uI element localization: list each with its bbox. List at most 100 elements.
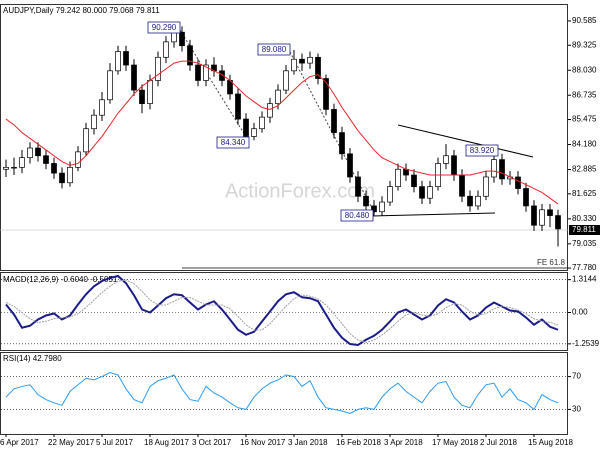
candle-body — [347, 153, 353, 178]
candle-body — [539, 209, 545, 226]
y-tick-label: 80.330 — [572, 214, 597, 223]
annotation: 89.080 — [262, 45, 287, 54]
x-tick-label: 6 Apr 2017 — [0, 438, 39, 447]
macd-title: MACD(12,26,9) -0.6040 -0.5051 — [3, 275, 118, 284]
candle-body — [427, 186, 433, 199]
y-tick-label: 0.00 — [572, 308, 588, 317]
candle-body — [291, 58, 297, 72]
candle-body — [307, 56, 313, 64]
candle-body — [35, 147, 41, 157]
candle-body — [155, 56, 161, 81]
candle-body — [283, 70, 289, 91]
candle-body — [75, 151, 81, 168]
candle-body — [259, 116, 265, 130]
annotation: 90.290 — [152, 23, 177, 32]
candle-body — [419, 186, 425, 199]
rsi-title: RSI(14) 42.7980 — [3, 354, 62, 363]
y-tick-label: 89.325 — [572, 40, 597, 49]
x-tick-label: 5 Jul 2017 — [96, 438, 133, 447]
trend-line — [397, 124, 534, 158]
y-tick-label: 70 — [572, 372, 581, 381]
candle-body — [323, 78, 329, 110]
candle-body — [531, 205, 537, 226]
candle-body — [83, 128, 89, 153]
candle-body — [275, 89, 281, 104]
candle-body — [491, 159, 497, 178]
line — [5, 274, 559, 347]
candle-body — [243, 118, 249, 137]
annotation: 84.340 — [221, 138, 246, 147]
candle-body — [483, 176, 489, 197]
candle-body — [251, 128, 257, 137]
candle-body — [11, 166, 17, 169]
candle-body — [547, 209, 553, 216]
candle-body — [315, 56, 321, 79]
x-tick-label: 2 Jul 2018 — [480, 438, 517, 447]
candle-body — [523, 188, 529, 207]
annotation-box — [465, 144, 499, 157]
candle-body — [27, 147, 33, 159]
macd-panel — [0, 272, 568, 351]
y-tick-label: 86.735 — [572, 90, 597, 99]
last-price-box — [569, 225, 600, 235]
candle-body — [363, 195, 369, 207]
watermark: ActionForex.com — [225, 180, 375, 202]
candle-body — [91, 114, 97, 130]
candle-body — [555, 215, 561, 230]
candle-body — [467, 195, 473, 207]
candle-body — [107, 70, 113, 101]
candle-body — [387, 186, 393, 203]
candle-body — [179, 31, 185, 47]
candle-body — [43, 155, 49, 164]
x-tick-label: 3 Jan 2018 — [288, 438, 328, 447]
candle-body — [331, 109, 337, 133]
annotation-box — [340, 209, 374, 222]
candle-body — [299, 58, 305, 64]
candle-body — [139, 89, 145, 104]
candle-body — [67, 166, 73, 184]
candle-body — [203, 64, 209, 81]
candle-body — [371, 205, 377, 213]
annotation-box — [216, 136, 250, 149]
annotation-box — [147, 21, 181, 34]
candle-body — [195, 64, 201, 81]
line — [5, 279, 559, 344]
candle-body — [147, 80, 153, 104]
x-tick-label: 16 Feb 2018 — [336, 438, 381, 447]
candle-body — [219, 70, 225, 81]
rsi-panel — [0, 352, 568, 435]
x-tick-label: 3 Apr 2018 — [384, 438, 423, 447]
y-tick-label: 82.885 — [572, 165, 597, 174]
candle-body — [187, 45, 193, 66]
candle-body — [459, 174, 465, 197]
last-price-label: 79.811 — [572, 225, 596, 234]
candle-body — [115, 51, 121, 72]
x-tick-label: 17 May 2018 — [432, 438, 479, 447]
candle-body — [451, 155, 457, 176]
candle-body — [339, 132, 345, 155]
candle-body — [51, 163, 57, 174]
y-tick-label: 79.035 — [572, 239, 597, 248]
y-tick-label: 1.3144 — [572, 275, 597, 284]
y-tick-label: 90.585 — [572, 16, 597, 25]
candle-body — [3, 166, 9, 170]
x-tick-label: 16 Nov 2017 — [240, 438, 286, 447]
candle-body — [443, 155, 449, 164]
candle-body — [515, 176, 521, 189]
line — [5, 60, 559, 205]
candle-body — [499, 159, 505, 180]
y-tick-label: 81.625 — [572, 189, 597, 198]
candle-body — [59, 172, 65, 184]
annotation-box — [257, 43, 291, 56]
y-tick-label: 77.780 — [572, 263, 597, 272]
candle-body — [235, 93, 241, 120]
candle-body — [19, 157, 25, 168]
x-tick-label: 22 May 2017 — [48, 438, 95, 447]
y-tick-label: 84.180 — [572, 140, 597, 149]
y-tick-label: 88.030 — [572, 65, 597, 74]
y-tick-label: 30 — [572, 405, 581, 414]
candle-body — [395, 168, 401, 187]
price-panel — [0, 4, 568, 271]
